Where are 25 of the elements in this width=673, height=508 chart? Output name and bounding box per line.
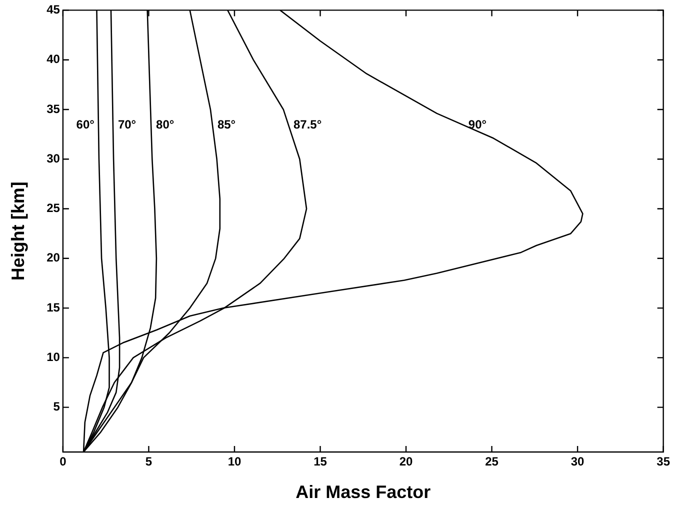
series-label: 87.5°	[293, 117, 322, 132]
series-label: 90°	[468, 117, 487, 132]
x-tick-label: 5	[145, 454, 152, 469]
x-tick-label: 0	[60, 454, 67, 469]
x-tick-label: 15	[314, 454, 328, 469]
series-label: 80°	[156, 117, 174, 132]
series-label: 70°	[118, 117, 136, 132]
y-tick-label: 45	[46, 2, 60, 17]
y-tick-label: 5	[53, 400, 60, 414]
x-tick-label: 20	[399, 454, 414, 469]
x-tick-label: 30	[570, 454, 585, 469]
y-axis-title: Height [km]	[8, 182, 28, 281]
y-tick-label: 10	[46, 350, 60, 364]
y-tick-label: 40	[46, 52, 60, 66]
series-label: 60°	[76, 117, 95, 132]
x-tick-label: 35	[656, 454, 670, 469]
x-axis-title: Air Mass Factor	[296, 482, 431, 502]
y-tick-label: 30	[46, 151, 60, 166]
series-label: 85°	[217, 117, 236, 132]
y-tick-label: 35	[46, 102, 60, 116]
y-tick-label: 20	[46, 250, 60, 265]
y-tick-label: 15	[46, 300, 60, 314]
y-tick-label: 25	[46, 201, 60, 216]
x-tick-label: 25	[485, 454, 499, 469]
x-tick-label: 10	[228, 454, 242, 469]
